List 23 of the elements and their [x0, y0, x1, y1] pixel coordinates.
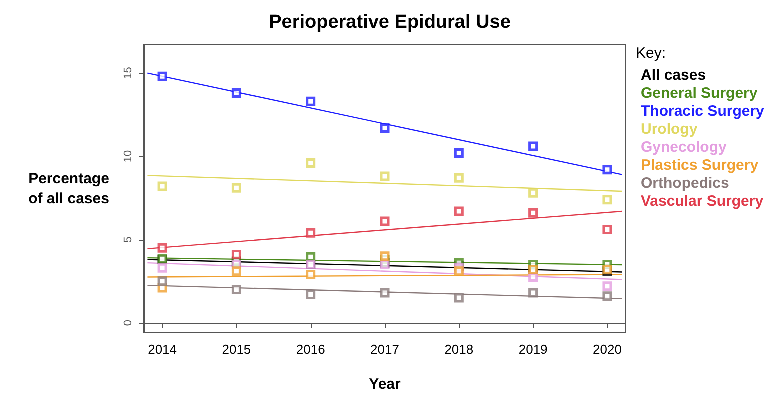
text: All cases: [641, 67, 706, 84]
chart-title: Perioperative Epidural Use: [269, 12, 511, 33]
text: Orthopedics: [641, 175, 730, 192]
text: General Surgery: [641, 85, 758, 102]
x-tick-label: 2019: [518, 342, 548, 357]
x-tick-label: 2020: [593, 342, 622, 357]
y-axis-title: Percentage of all cases: [28, 170, 110, 208]
y-tick-label: 15: [122, 67, 134, 80]
x-tick-label: 2016: [296, 342, 326, 357]
x-tick-label: 2015: [222, 342, 252, 357]
y-tick-label: 10: [122, 150, 134, 163]
text: Urology: [641, 121, 698, 138]
x-tick-label: 2018: [444, 342, 474, 357]
y-tick-label: 0: [122, 320, 134, 326]
text: Thoracic Surgery: [641, 103, 766, 120]
x-tick-label: 2017: [370, 342, 400, 357]
text: Vascular Surgery: [641, 193, 764, 210]
legend-title: Key:: [636, 45, 666, 62]
y-tick-label: 5: [122, 236, 134, 243]
text: Plastics Surgery: [641, 157, 760, 174]
text: Gynecology: [641, 139, 728, 156]
x-axis-title: Year: [369, 376, 402, 393]
x-tick-label: 2014: [148, 342, 177, 357]
